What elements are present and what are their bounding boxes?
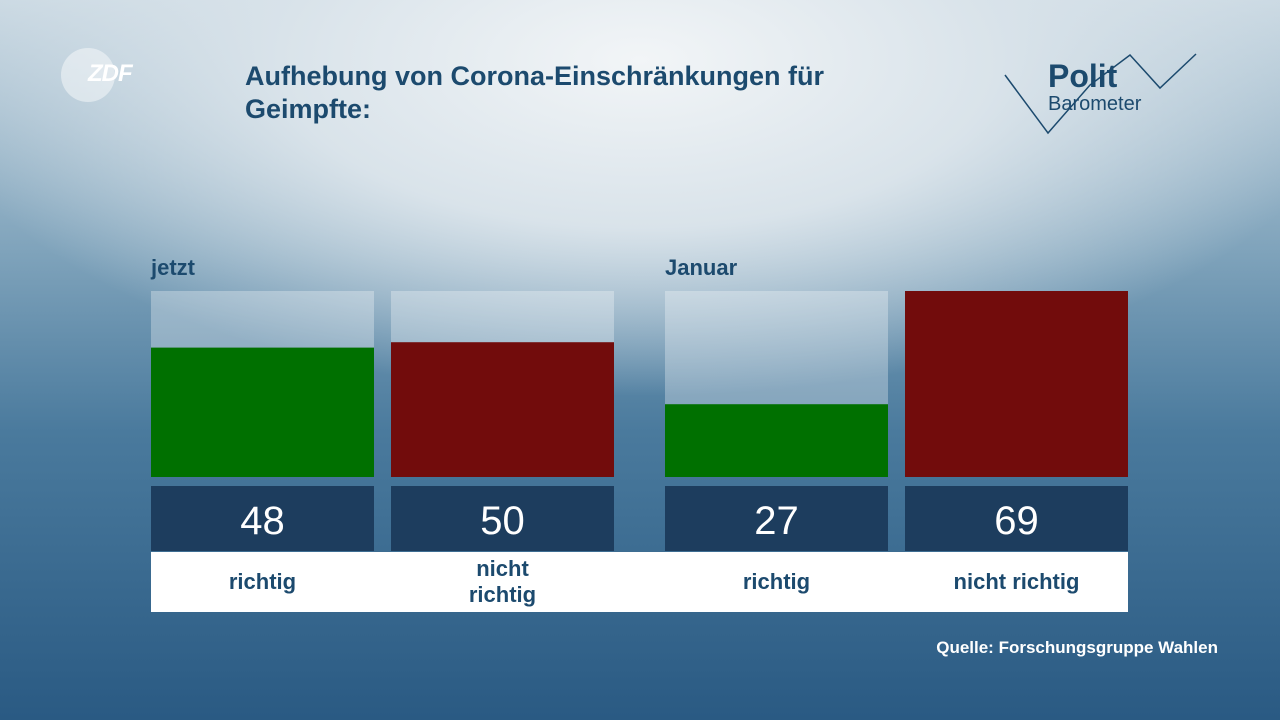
value-box xyxy=(905,486,1128,551)
program-logo: Polit xyxy=(1048,58,1118,94)
value-label: 50 xyxy=(480,499,525,543)
category-label: nicht richtig xyxy=(468,556,537,607)
program-logo: Barometer xyxy=(1048,93,1142,115)
value-box xyxy=(151,486,374,551)
value-label: 27 xyxy=(754,499,799,543)
label-strip xyxy=(151,552,1128,612)
bar xyxy=(665,404,888,477)
value-box xyxy=(391,486,614,551)
value-box xyxy=(665,486,888,551)
chart-title: Aufhebung von Corona-Einschränkungen für… xyxy=(245,61,824,124)
value-label: 69 xyxy=(994,499,1039,543)
logo-circle xyxy=(61,48,115,102)
bar xyxy=(391,342,614,477)
category-label: richtig xyxy=(228,569,297,594)
group-label: Januar xyxy=(665,255,738,280)
channel-logo: ZDF xyxy=(88,60,133,87)
bar xyxy=(151,347,374,477)
value-label: 48 xyxy=(240,499,285,543)
category-label: richtig xyxy=(742,569,811,594)
category-label: nicht richtig xyxy=(953,569,1080,594)
group-label: jetzt xyxy=(151,255,195,280)
bar xyxy=(905,291,1128,477)
logo-line xyxy=(1004,53,1197,135)
source: Quelle: Forschungsgruppe Wahlen xyxy=(936,638,1218,657)
